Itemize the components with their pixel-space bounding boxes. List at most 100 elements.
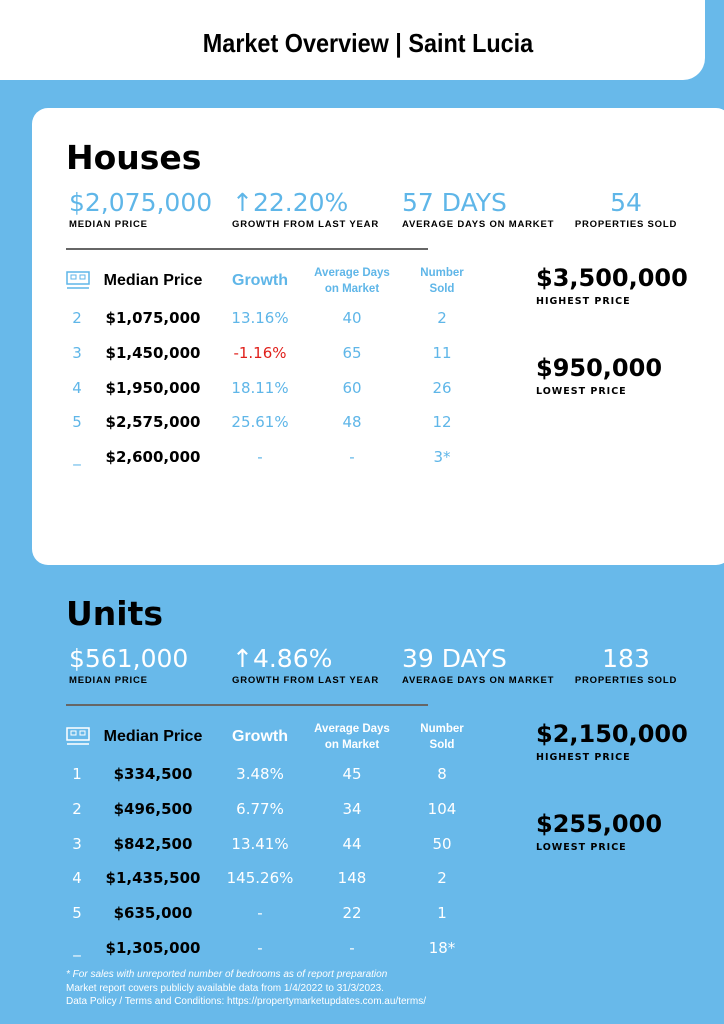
houses-stat-value: 54 (610, 188, 642, 217)
houses-col-days: Average Days on Market (314, 267, 390, 295)
units-row-sold: 2 (437, 869, 447, 888)
units-stat-label: GROWTH FROM LAST YEAR (232, 675, 379, 686)
units-row-growth: 145.26% (226, 869, 294, 888)
units-stat-value: 39 DAYS (402, 644, 507, 673)
houses-row-median: $2,600,000 (105, 448, 201, 467)
houses-row-bedrooms: _ (73, 448, 81, 467)
units-row-median: $1,305,000 (105, 939, 201, 957)
houses-row-days: - (349, 448, 355, 467)
houses-row-median: $1,075,000 (105, 309, 201, 327)
units-row-sold: 8 (437, 765, 447, 783)
units-row-sold: 18* (428, 939, 456, 957)
units-row-growth: 13.41% (231, 834, 289, 853)
units-row-bedrooms: _ (73, 939, 81, 957)
houses-stat-label: PROPERTIES SOLD (574, 219, 678, 230)
houses-row-bedrooms: 4 (72, 378, 82, 397)
houses-row-sold: 11 (432, 343, 452, 362)
units-col-sold: Number Sold (420, 723, 464, 751)
units-title: Units (66, 594, 164, 633)
houses-row-growth: -1.16% (233, 343, 287, 362)
houses-lowest-price: $950,000 (536, 354, 663, 382)
houses-col-median: Median Price (103, 272, 203, 289)
houses-lowest-label: LOWEST PRICE (536, 386, 627, 397)
houses-row-median: $1,950,000 (105, 378, 201, 397)
units-row-bedrooms: 1 (72, 765, 82, 783)
units-highest-price: $2,150,000 (536, 720, 688, 748)
units-highest-label: HIGHEST PRICE (536, 752, 631, 763)
houses-row-bedrooms: 3 (72, 343, 82, 362)
units-row-days: 45 (342, 765, 362, 783)
units-col-growth: Growth (232, 728, 288, 745)
footer-notes: * For sales with unreported number of be… (66, 968, 426, 1009)
houses-row-median: $1,450,000 (105, 343, 201, 362)
units-stat-value: 183 (602, 644, 650, 673)
houses-row-bedrooms: 2 (72, 309, 82, 327)
houses-row-days: 40 (342, 309, 362, 327)
units-col-median: Median Price (103, 728, 203, 745)
houses-row-sold: 12 (432, 413, 452, 432)
houses-col-growth: Growth (232, 272, 288, 289)
units-row-median: $496,500 (113, 799, 193, 818)
houses-divider (66, 248, 428, 250)
houses-row-growth: 18.11% (231, 378, 289, 397)
terms-note: Data Policy / Terms and Conditions: http… (66, 996, 426, 1007)
units-row-days: 22 (342, 904, 362, 923)
units-row-median: $842,500 (113, 834, 193, 853)
units-row-sold: 104 (427, 799, 457, 818)
units-stat-label: MEDIAN PRICE (69, 675, 148, 686)
units-lowest-price: $255,000 (536, 810, 663, 838)
houses-stat-value: $2,075,000 (69, 188, 213, 217)
page-title: Market Overview | Saint Lucia (202, 28, 534, 58)
units-lowest-label: LOWEST PRICE (536, 842, 627, 853)
units-row-days: 44 (342, 834, 362, 853)
houses-row-sold: 3* (433, 448, 451, 467)
units-col-days: Average Days on Market (314, 723, 390, 751)
houses-stat-label: GROWTH FROM LAST YEAR (232, 219, 379, 230)
houses-stat-value: ↑22.20% (232, 188, 349, 217)
units-row-days: 148 (337, 869, 367, 888)
units-stat-value: ↑4.86% (232, 644, 333, 673)
houses-bed-icon (66, 271, 90, 296)
units-row-days: 34 (342, 799, 362, 818)
houses-stat-label: AVERAGE DAYS ON MARKET (402, 219, 555, 230)
units-stat-label: PROPERTIES SOLD (574, 675, 678, 686)
units-stat-label: AVERAGE DAYS ON MARKET (402, 675, 555, 686)
houses-row-bedrooms: 5 (72, 413, 82, 432)
header-bar (0, 0, 705, 80)
footnote: * For sales with unreported number of be… (66, 969, 388, 980)
units-row-bedrooms: 2 (72, 799, 82, 818)
houses-row-growth: 25.61% (231, 413, 289, 432)
units-row-median: $334,500 (113, 765, 193, 783)
houses-row-median: $2,575,000 (105, 413, 201, 432)
units-row-growth: 3.48% (236, 765, 284, 783)
units-row-days: - (349, 939, 355, 957)
units-row-median: $1,435,500 (105, 869, 201, 888)
units-row-sold: 1 (437, 904, 447, 923)
units-bed-icon (66, 727, 90, 752)
data-range-note: Market report covers publicly available … (66, 982, 384, 994)
units-divider (66, 704, 428, 706)
units-row-median: $635,000 (113, 904, 193, 923)
units-row-growth: - (257, 904, 263, 923)
units-row-bedrooms: 4 (72, 869, 82, 888)
houses-row-days: 65 (342, 343, 362, 362)
houses-highest-label: HIGHEST PRICE (536, 296, 631, 307)
units-row-bedrooms: 5 (72, 904, 82, 923)
houses-card (32, 108, 724, 565)
units-row-growth: 6.77% (236, 799, 284, 818)
houses-col-sold: Number Sold (420, 267, 464, 295)
units-row-sold: 50 (432, 834, 452, 853)
units-row-bedrooms: 3 (72, 834, 82, 853)
houses-stat-label: MEDIAN PRICE (69, 219, 148, 230)
houses-row-growth: 13.16% (231, 309, 289, 327)
houses-stat-value: 57 DAYS (402, 188, 507, 217)
houses-row-days: 60 (342, 378, 362, 397)
units-stat-value: $561,000 (69, 644, 189, 673)
houses-row-growth: - (257, 448, 263, 467)
houses-row-sold: 26 (432, 378, 452, 397)
houses-row-sold: 2 (437, 309, 447, 327)
houses-row-days: 48 (342, 413, 362, 432)
houses-title: Houses (66, 138, 202, 177)
units-row-growth: - (257, 939, 263, 957)
houses-highest-price: $3,500,000 (536, 264, 688, 292)
